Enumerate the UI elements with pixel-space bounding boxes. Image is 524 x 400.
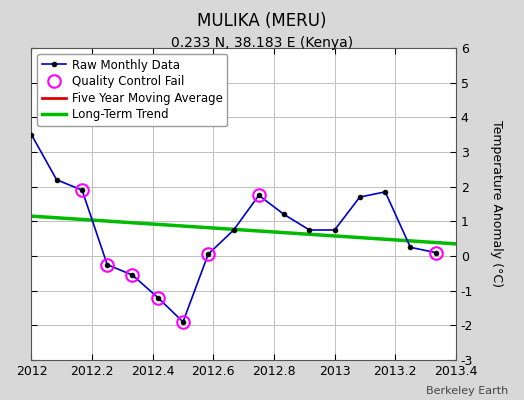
Raw Monthly Data xyxy=(332,228,338,232)
Raw Monthly Data xyxy=(231,228,237,232)
Raw Monthly Data xyxy=(432,250,439,255)
Raw Monthly Data xyxy=(155,295,161,300)
Raw Monthly Data xyxy=(281,212,287,217)
Raw Monthly Data xyxy=(382,190,388,194)
Raw Monthly Data xyxy=(28,132,35,137)
Quality Control Fail xyxy=(432,250,439,255)
Raw Monthly Data xyxy=(53,177,60,182)
Raw Monthly Data xyxy=(407,245,413,250)
Line: Raw Monthly Data: Raw Monthly Data xyxy=(29,132,438,324)
Quality Control Fail xyxy=(155,295,161,300)
Raw Monthly Data xyxy=(357,195,363,200)
Quality Control Fail xyxy=(104,262,111,267)
Raw Monthly Data xyxy=(129,273,136,278)
Quality Control Fail xyxy=(256,193,262,198)
Y-axis label: Temperature Anomaly (°C): Temperature Anomaly (°C) xyxy=(490,120,503,288)
Raw Monthly Data xyxy=(104,262,111,267)
Raw Monthly Data xyxy=(256,193,262,198)
Legend: Raw Monthly Data, Quality Control Fail, Five Year Moving Average, Long-Term Tren: Raw Monthly Data, Quality Control Fail, … xyxy=(37,54,227,126)
Quality Control Fail xyxy=(180,320,186,324)
Text: MULIKA (MERU): MULIKA (MERU) xyxy=(197,12,327,30)
Text: 0.233 N, 38.183 E (Kenya): 0.233 N, 38.183 E (Kenya) xyxy=(171,36,353,50)
Raw Monthly Data xyxy=(205,252,211,257)
Quality Control Fail xyxy=(129,273,136,278)
Raw Monthly Data xyxy=(180,320,186,324)
Raw Monthly Data xyxy=(79,188,85,192)
Raw Monthly Data xyxy=(307,228,313,232)
Text: Berkeley Earth: Berkeley Earth xyxy=(426,386,508,396)
Line: Quality Control Fail: Quality Control Fail xyxy=(76,184,442,328)
Quality Control Fail xyxy=(79,188,85,192)
Quality Control Fail xyxy=(205,252,211,257)
